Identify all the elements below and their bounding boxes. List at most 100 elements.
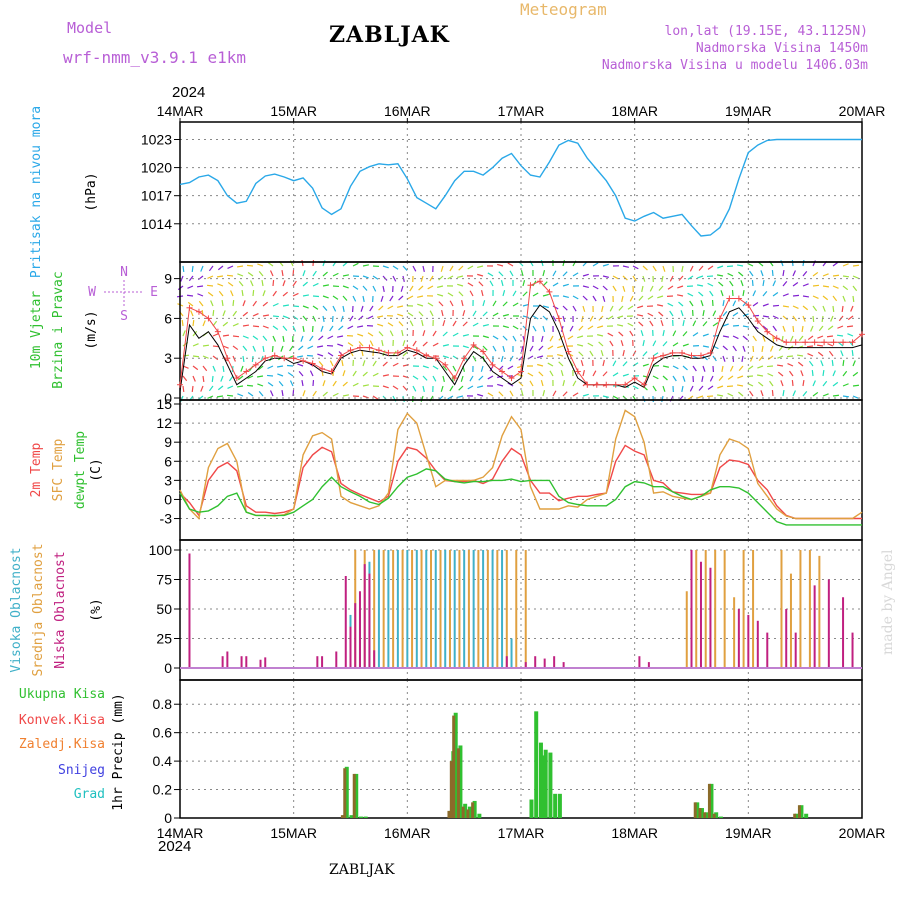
wind-barb [322,271,328,277]
wind-barb [776,364,784,367]
wind-barb [378,331,384,337]
wind-barb [612,285,617,292]
wind-barb [362,371,368,377]
precip-bar [458,745,463,818]
wind-barb [622,361,628,367]
wind-barb [222,345,229,349]
wind-barb [187,285,194,289]
wind-barb [522,291,528,297]
wind-barb [327,335,334,340]
wind-barb [482,335,489,339]
wind-barb [372,275,379,280]
wind-barb [702,355,708,361]
wind-barb [597,334,604,337]
wind-barb [557,353,564,357]
wind-barb [780,380,784,387]
wind-barb [512,290,517,297]
wind-barb [562,295,569,299]
precip-bar [799,805,804,818]
wind-barb [362,285,368,291]
wind-barb [202,365,208,372]
wind-barb [842,295,846,302]
wind-barb [477,385,484,389]
wind-barb [382,374,389,377]
wind-barb [322,305,328,311]
y-tick-label: 0 [164,810,172,826]
wind-barb [462,333,469,337]
x-tick-label-bottom: 19MAR [725,825,772,841]
wind-barb [492,300,497,307]
wind-barb [609,340,614,347]
wind-barb [421,320,424,327]
wind-barb [602,371,608,377]
wind-barb [191,265,194,273]
wind-barb [662,365,669,368]
wind-barb [427,302,434,307]
wind-barb [487,375,494,380]
wind-barb [612,275,619,280]
wind-barb [502,301,508,307]
wind-barb [382,361,388,367]
wind-barb [438,301,444,307]
wind-barb [232,299,235,307]
wind-barb [712,310,717,317]
wind-barb [228,375,234,382]
wind-barb [309,335,314,342]
precip-bar [704,812,709,818]
y-tick-label: 50 [156,601,172,617]
wind-barb [192,365,199,371]
wind-barb [309,370,314,377]
wind-barb [609,305,614,312]
wind-barb [252,325,260,328]
wind-barb [697,275,704,279]
precip-bar [699,808,704,818]
wind-barb [700,300,704,307]
wind-barb [409,285,414,292]
wind-barb [672,365,679,370]
wind-barb [822,285,830,288]
wind-barb [342,394,350,397]
wind-barb [256,375,264,378]
wind-barb [502,335,508,341]
wind-barb [832,261,839,267]
wind-barb [547,362,554,367]
legend-item: Snijeg [58,763,105,778]
wind-barb [582,285,589,288]
wind-barb [241,289,244,297]
wind-barb [236,385,244,388]
wind-barb [762,315,770,318]
wind-barb [232,355,236,362]
wind-barb [782,325,786,332]
wind-barb [292,389,295,397]
wind-barb [437,285,444,288]
wind-barb [532,292,539,297]
wind-barb [282,335,285,343]
wind-barb [197,293,204,297]
wind-barb [512,325,519,330]
wind-barb [452,320,457,327]
wind-barb [812,271,819,277]
wind-barb [662,385,666,392]
wind-barb [756,374,764,377]
wind-barb [722,311,728,317]
wind-barb [812,305,818,312]
wind-barb [732,335,739,340]
wind-barb [749,270,754,277]
wind-barb [807,353,814,357]
wind-barb [562,380,566,387]
wind-barb [641,285,644,292]
y-tick-label: -3 [160,511,173,527]
wind-barb [702,365,706,372]
wind-barb [230,290,234,297]
wind-barb [352,382,359,387]
wind-barb [382,385,389,389]
wind-barb [782,315,789,321]
wind-barb [507,365,514,370]
wind-barb [212,345,220,348]
precip-bar [794,813,799,818]
wind-barb [837,341,844,347]
wind-barb [620,340,624,347]
wind-barb [542,305,549,309]
wind-barb [732,312,739,317]
wind-barb [589,350,594,357]
